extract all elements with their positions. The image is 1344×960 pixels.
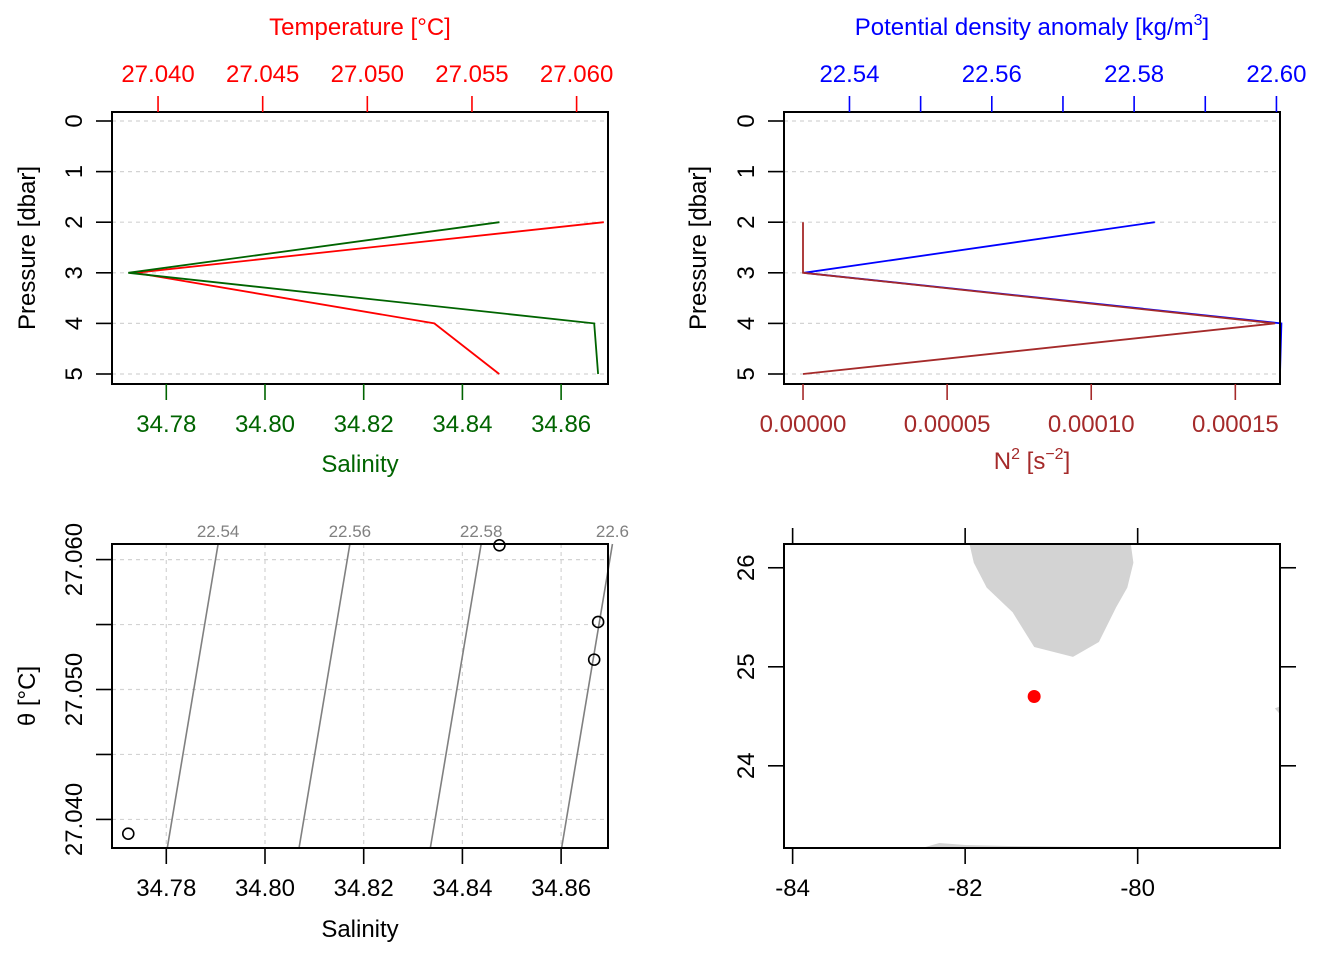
pressure-tick-label: 1 [733,165,760,178]
station-map-panel: -84 -82 -80 24 25 26 [733,528,1296,902]
temperature-axis-label: Temperature [°C] [269,14,451,41]
pressure-tick-label: 2 [733,216,760,229]
isopycnal-label: 22.56 [329,522,372,541]
ts-profile-pressure-axis-label: Pressure [dbar] [14,166,41,330]
pressure-tick-label: 0 [733,114,760,127]
theta-tick-label: 27.060 [61,523,88,596]
pressure-tick-label: 5 [61,367,88,380]
density-axis-label: Potential density anomaly [kg/m3] [855,12,1209,41]
longitude-tick-label: -84 [775,875,810,902]
n2-axis-ticks: 0.00000 0.00005 0.00010 0.00015 [760,384,1279,438]
ts-diagram-theta-ticks: 27.040 27.050 27.060 [61,523,112,856]
map-longitude-ticks: -84 -82 -80 [775,528,1155,902]
isopycnal-line [429,543,482,849]
ts-diagram-points [121,538,605,841]
ts-diagram-frame [111,543,609,849]
latitude-tick-label: 26 [733,554,760,581]
station-point [1027,689,1041,703]
density-tick-label: 22.54 [819,61,879,88]
station-marker [1027,689,1041,703]
theta-tick-label: 27.040 [61,783,88,856]
pressure-tick-label: 5 [733,367,760,380]
temperature-tick-label: 27.055 [435,61,508,88]
salinity-tick-label: 34.78 [136,411,196,438]
density-axis-ticks: 22.54 22.56 22.58 22.60 [819,61,1306,112]
isopycnal-line [166,543,219,849]
ts-profile-panel: 0 1 2 3 4 5 27.040 27.045 27.050 27.055 27.060 34… [14,14,613,478]
pressure-tick-label: 2 [61,216,88,229]
salinity-tick-label: 34.82 [334,411,394,438]
density-tick-label: 22.58 [1104,61,1164,88]
ts-diagram-salinity-ticks: 34.78 34.80 34.82 34.84 34.86 [136,848,591,902]
longitude-tick-label: -80 [1120,875,1155,902]
station-map-frame [783,543,1281,849]
ts-profile-frame [111,111,609,385]
density-profile-pressure-ticks: 0 1 2 3 4 5 [733,114,784,381]
land-polygons [922,544,1280,848]
n2-tick-label: 0.00005 [904,411,991,438]
temperature-tick-label: 27.045 [226,61,299,88]
ts-profile-lines [128,221,604,375]
isopycnal-label: 22.54 [197,522,240,541]
ts-profile-pressure-ticks: 0 1 2 3 4 5 [61,114,112,381]
isopycnal-label: 22.6 [596,522,629,541]
ts-diagram-theta-axis-label: θ [°C] [14,666,41,726]
n2-tick-label: 0.00010 [1048,411,1135,438]
map-latitude-ticks: 24 25 26 [733,554,1296,779]
land-polygon [922,843,1095,848]
ts-diagram-panel: 22.54 22.56 22.58 22.6 34.78 34.80 34.82 34.84… [14,522,629,943]
salinity-axis-label: Salinity [321,451,398,478]
temperature-tick-label: 27.060 [540,61,613,88]
salinity-line [128,221,599,375]
salinity-tick-label: 34.86 [531,875,591,902]
density-profile-grid [784,120,1280,375]
temperature-line [134,221,604,375]
latitude-tick-label: 25 [733,653,760,680]
n2-tick-label: 0.00015 [1192,411,1279,438]
density-profile-frame [783,111,1281,385]
pressure-tick-label: 4 [733,317,760,330]
pressure-tick-label: 1 [61,165,88,178]
isopycnal-line [560,543,614,849]
salinity-axis-ticks: 34.78 34.80 34.82 34.84 34.86 [136,384,591,438]
salinity-tick-label: 34.78 [136,875,196,902]
pressure-tick-label: 0 [61,114,88,127]
salinity-tick-label: 34.86 [531,411,591,438]
density-tick-label: 22.56 [962,61,1022,88]
land-polygon [969,544,1134,657]
salinity-tick-label: 34.82 [334,875,394,902]
ts-point [121,827,135,841]
salinity-tick-label: 34.84 [432,411,492,438]
ts-point [587,653,601,666]
temperature-axis-ticks: 27.040 27.045 27.050 27.055 27.060 [121,61,613,112]
density-tick-label: 22.60 [1246,61,1306,88]
latitude-tick-label: 24 [733,752,760,779]
temperature-tick-label: 27.050 [331,61,404,88]
land-polygon [1274,706,1280,715]
salinity-tick-label: 34.80 [235,875,295,902]
ts-profile-grid [112,120,608,375]
isopycnal-line [298,543,351,849]
ts-diagram-grid [112,544,608,848]
ts-point [591,615,605,629]
salinity-tick-label: 34.84 [432,875,492,902]
ts-diagram-salinity-axis-label: Salinity [321,916,398,943]
ts-point [493,538,506,552]
n2-line [802,222,1276,375]
density-profile-pressure-axis-label: Pressure [dbar] [685,166,712,330]
n2-tick-label: 0.00000 [760,411,847,438]
isopycnal-label: 22.58 [460,522,503,541]
theta-tick-label: 27.050 [61,653,88,726]
temperature-tick-label: 27.040 [121,61,194,88]
n2-axis-label: N2 [s−2] [994,446,1071,475]
density-profile-lines [802,221,1283,375]
longitude-tick-label: -82 [948,875,983,902]
isopycnal-lines: 22.54 22.56 22.58 22.6 [166,522,629,849]
salinity-tick-label: 34.80 [235,411,295,438]
pressure-tick-label: 3 [733,266,760,279]
pressure-tick-label: 4 [61,317,88,330]
pressure-tick-label: 3 [61,266,88,279]
